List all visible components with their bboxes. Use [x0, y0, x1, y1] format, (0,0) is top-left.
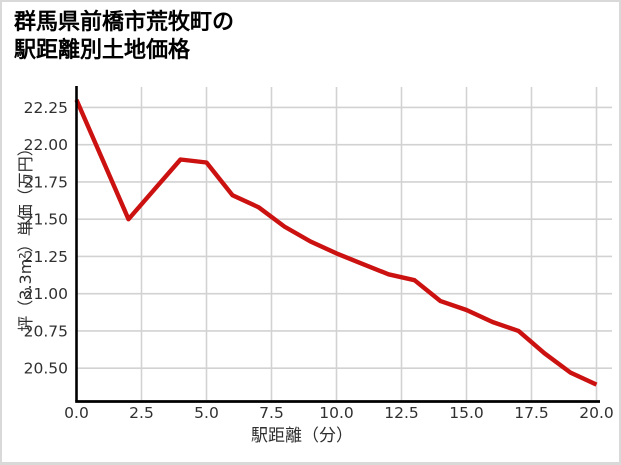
y-tick-label: 22.25: [24, 99, 68, 117]
x-axis-label: 駅距離（分）: [251, 426, 353, 446]
chart-title-line1: 群馬県前橋市荒牧町の: [14, 10, 235, 35]
y-tick-label: 21.25: [24, 248, 68, 266]
y-tick-label: 20.75: [24, 322, 68, 340]
chart-title-line2: 駅距離別土地価格: [14, 38, 191, 63]
y-tick-label: 22.00: [24, 136, 68, 154]
chart-title: 群馬県前橋市荒牧町の 駅距離別土地価格: [14, 9, 234, 65]
x-tick-label: 20.0: [579, 404, 614, 422]
price-line: [74, 99, 598, 387]
y-tick-label: 21.75: [24, 173, 68, 191]
x-tick-label: 10.0: [319, 404, 354, 422]
x-tick-label: 0.0: [64, 404, 89, 422]
x-tick-label: 17.5: [514, 404, 549, 422]
x-tick-label: 12.5: [384, 404, 419, 422]
y-tick-label: 20.50: [24, 360, 68, 378]
x-tick-label: 7.5: [259, 404, 284, 422]
y-tick-label: 21.00: [24, 285, 68, 303]
y-axis-label: 坪（3.3m²）単価（万円）: [16, 140, 35, 332]
x-tick-label: 15.0: [449, 404, 484, 422]
x-tick-label: 5.0: [194, 404, 219, 422]
y-tick-label: 21.50: [24, 211, 68, 229]
x-tick-label: 2.5: [129, 404, 154, 422]
